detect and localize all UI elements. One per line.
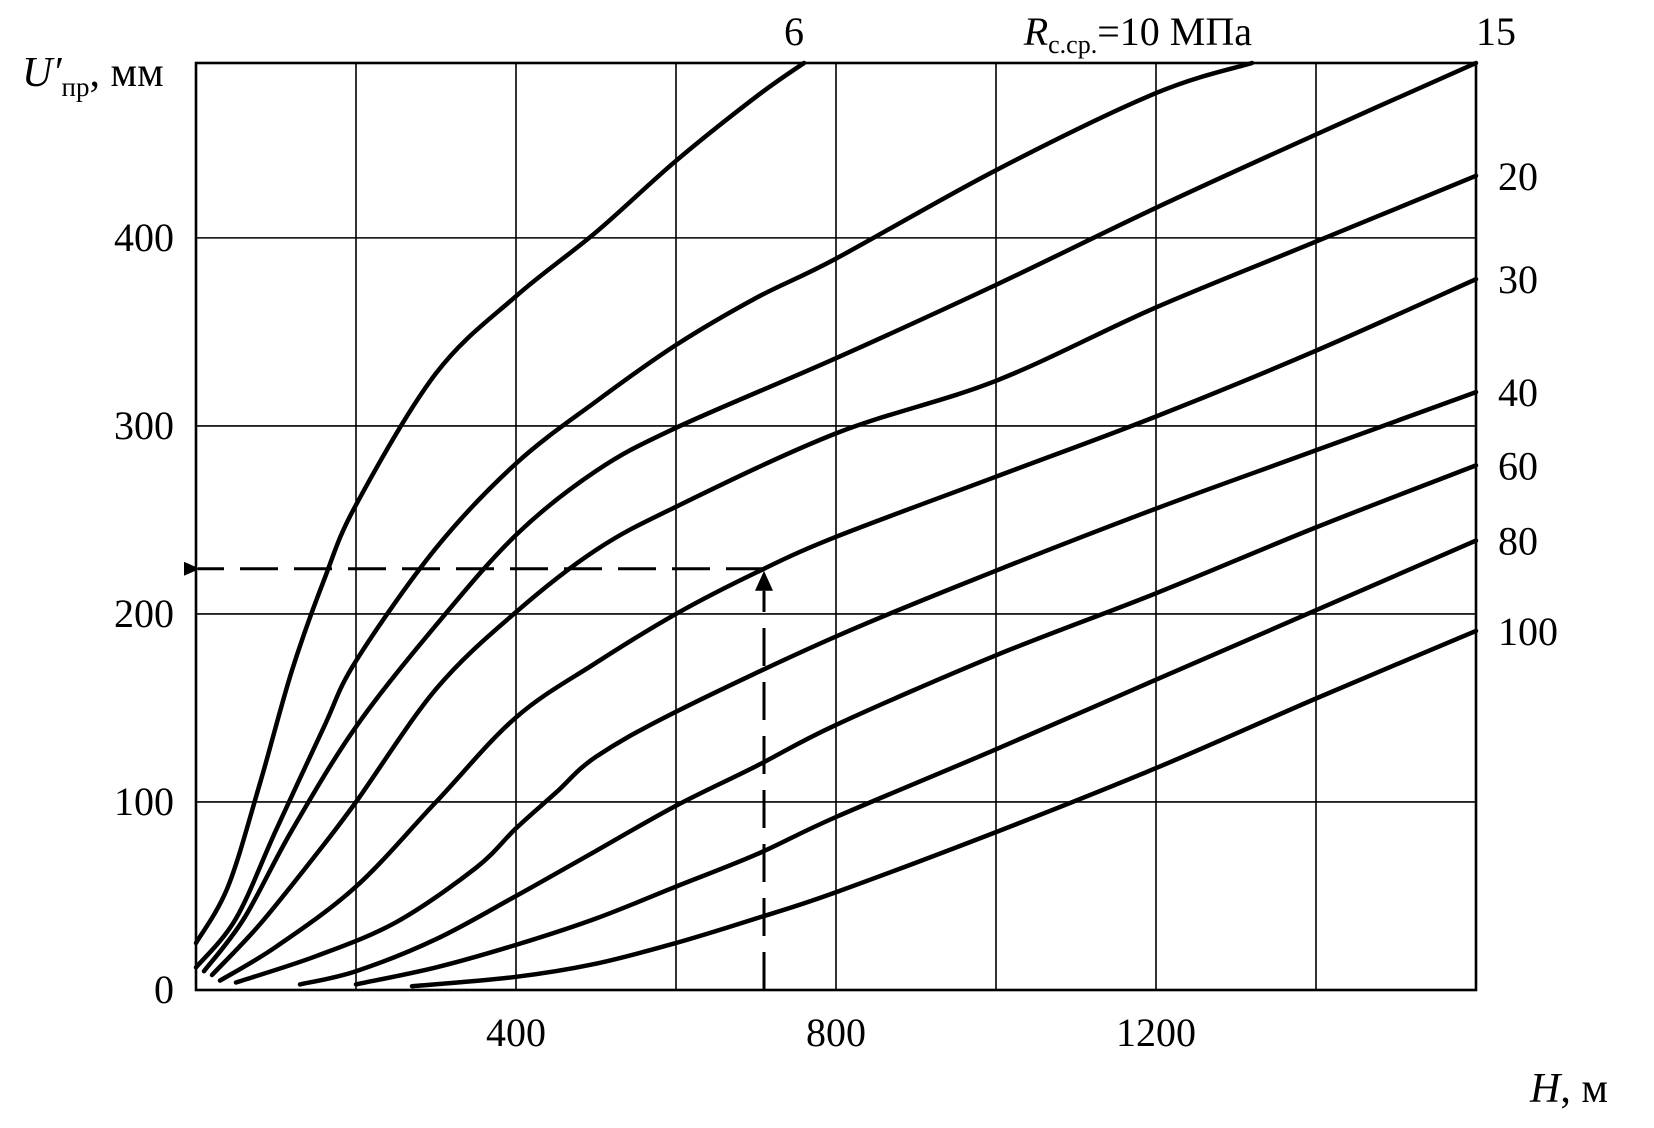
x-tick-label: 400 xyxy=(486,1010,546,1055)
curve-label-6: 6 xyxy=(784,9,804,54)
curve-r-6 xyxy=(193,60,807,946)
curve-label-40: 40 xyxy=(1498,370,1538,415)
curve-series-group xyxy=(193,60,1479,989)
x-tick-label: 800 xyxy=(806,1010,866,1055)
tick-labels: 400 800 1200 0 100 200 300 400 xyxy=(114,215,1196,1055)
plot-frame xyxy=(194,61,1478,992)
y-axis-title: U′пр, мм xyxy=(22,50,164,102)
curve-r-40 xyxy=(233,389,1479,985)
curve-label-15: 15 xyxy=(1476,9,1516,54)
reading-guide xyxy=(184,561,773,990)
curve-label-20: 20 xyxy=(1498,154,1538,199)
x-axis-title: H, м xyxy=(1529,1066,1608,1112)
y-tick-label: 400 xyxy=(114,215,174,260)
y-tick-label: 100 xyxy=(114,779,174,824)
curve-label-60: 60 xyxy=(1498,443,1538,488)
y-tick-label: 300 xyxy=(114,403,174,448)
curve-label-100: 100 xyxy=(1498,609,1558,654)
curve-label-30: 30 xyxy=(1498,257,1538,302)
curve-label-10: Rс.ср.=10 МПа xyxy=(1023,9,1253,59)
y-tick-label: 0 xyxy=(154,967,174,1012)
curve-r-80 xyxy=(353,538,1479,987)
curve-r-20 xyxy=(209,173,1479,978)
curve-r-15 xyxy=(201,60,1479,974)
grid-lines xyxy=(196,63,1476,990)
curve-label-80: 80 xyxy=(1498,519,1538,564)
curve-r-10 xyxy=(193,60,1255,970)
curve-r-60 xyxy=(297,463,1479,987)
x-tick-label: 1200 xyxy=(1116,1010,1196,1055)
curve-r-30 xyxy=(217,276,1479,983)
y-tick-label: 200 xyxy=(114,591,174,636)
guide-arrowhead-up xyxy=(755,570,773,591)
curve-labels: 6 Rс.ср.=10 МПа 15 20 30 40 60 80 100 xyxy=(784,9,1558,654)
curve-r-100 xyxy=(409,628,1479,989)
